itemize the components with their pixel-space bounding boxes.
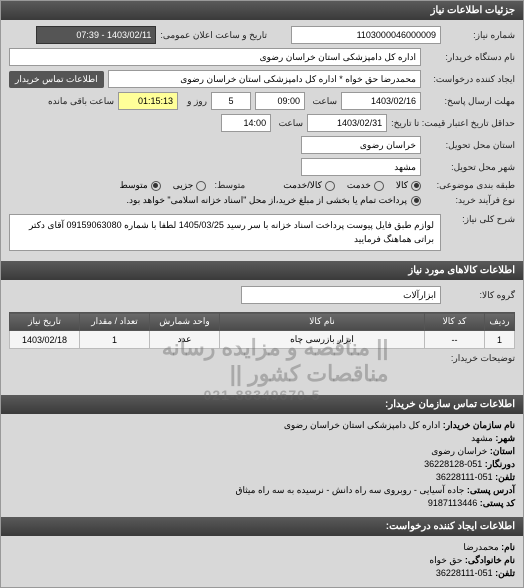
cell-unit: عدد (150, 331, 220, 349)
cell-row: 1 (485, 331, 515, 349)
validity-time-label: ساعت (275, 118, 303, 129)
cell-date: 1403/02/18 (10, 331, 80, 349)
announce-datetime-value: 1403/02/11 - 07:39 (36, 26, 156, 44)
process-text: پرداخت تمام یا بخشی از مبلغ خرید،از محل … (127, 195, 407, 206)
validity-date: 1403/02/31 (307, 114, 387, 132)
remaining-label: ساعت باقی مانده (48, 96, 114, 107)
contact-button[interactable]: اطلاعات تماس خریدار (9, 71, 104, 88)
goods-panel: گروه کالا: ابزارآلات ردیف کد کالا نام کا… (1, 280, 523, 395)
size-radio-group: جزیی متوسط (119, 180, 206, 191)
cell-name: ابزار بازرسی چاه (220, 331, 425, 349)
table-header-row: ردیف کد کالا نام کالا واحد شمارش تعداد /… (10, 313, 515, 331)
radio-kala-khedmat[interactable]: کالا/خدمت (283, 180, 335, 191)
requester-panel: نام: محمدرضا نام خانوادگی: حق خواه تلفن:… (1, 536, 523, 587)
buyer-province: استان: خراسان رضوی (9, 446, 515, 457)
group-value: ابزارآلات (241, 286, 441, 304)
deadline-time: 09:00 (255, 92, 305, 110)
table-row: 1 -- ابزار بازرسی چاه عدد 1 1403/02/18 (10, 331, 515, 349)
col-code: کد کالا (425, 313, 485, 331)
main-header: جزئیات اطلاعات نیاز (1, 1, 523, 20)
page-container: جزئیات اطلاعات نیاز شماره نیاز: 11030000… (0, 0, 524, 588)
need-number-value: 1103000046000009 (291, 26, 441, 44)
radio-size-medium[interactable]: متوسط (119, 180, 160, 191)
creator-label: ایجاد کننده درخواست: (425, 74, 515, 85)
radio-khedmat[interactable]: خدمت (347, 180, 384, 191)
requester-name: نام: محمدرضا (9, 542, 515, 553)
cell-qty: 1 (80, 331, 150, 349)
buyer-postal: کد پستی: 9187113446 (9, 498, 515, 509)
need-number-label: شماره نیاز: (445, 30, 515, 41)
subject-radio-group: کالا خدمت کالا/خدمت (283, 180, 421, 191)
city-label: شهر محل تحویل: (425, 162, 515, 173)
days-value: 5 (211, 92, 251, 110)
buyer-fax: دورنگار: 051-36228128 (9, 459, 515, 470)
requester-header: اطلاعات ایجاد کننده درخواست: (1, 517, 523, 536)
deadline-label: مهلت ارسال پاسخ: (425, 96, 515, 107)
city-value: مشهد (301, 158, 421, 176)
desc-value: لوازم طبق فایل پیوست پرداخت اسناد خزانه … (9, 214, 441, 251)
org-value: اداره کل دامپزشکی استان خراسان رضوی (9, 48, 421, 66)
goods-header: اطلاعات کالاهای مورد نیاز (1, 261, 523, 280)
size-label: متوسط: (210, 180, 245, 191)
buyer-header: اطلاعات تماس سازمان خریدار: (1, 395, 523, 414)
province-value: خراسان رضوی (301, 136, 421, 154)
cell-code: -- (425, 331, 485, 349)
deadline-date: 1403/02/16 (341, 92, 421, 110)
need-panel: شماره نیاز: 1103000046000009 تاریخ و ساع… (1, 20, 523, 261)
goods-table: ردیف کد کالا نام کالا واحد شمارش تعداد /… (9, 312, 515, 349)
notes-label: توضیحات خریدار: (445, 353, 515, 364)
days-label: روز و (182, 96, 207, 107)
group-label: گروه کالا: (445, 290, 515, 301)
requester-phone: تلفن: 051-36228111 (9, 568, 515, 579)
buyer-org: نام سازمان خریدار: اداره کل دامپزشکی است… (9, 420, 515, 431)
province-label: استان محل تحویل: (425, 140, 515, 151)
process-checkbox[interactable] (411, 196, 421, 206)
col-row: ردیف (485, 313, 515, 331)
org-label: نام دستگاه خریدار: (425, 52, 515, 63)
validity-time: 14:00 (221, 114, 271, 132)
radio-kala[interactable]: کالا (396, 180, 421, 191)
col-name: نام کالا (220, 313, 425, 331)
requester-lastname: نام خانوادگی: حق خواه (9, 555, 515, 566)
col-qty: تعداد / مقدار (80, 313, 150, 331)
announce-datetime-label: تاریخ و ساعت اعلان عمومی: (160, 30, 267, 41)
process-label: نوع فرآیند خرید: (425, 195, 515, 206)
deadline-time-label: ساعت (309, 96, 337, 107)
buyer-city: شهر: مشهد (9, 433, 515, 444)
radio-size-small[interactable]: جزیی (173, 180, 207, 191)
validity-label: حداقل تاریخ اعتبار قیمت: تا تاریخ: (391, 118, 515, 129)
col-unit: واحد شمارش (150, 313, 220, 331)
buyer-address: آدرس پستی: جاده آسیایی - روبروی سه راه د… (9, 485, 515, 496)
buyer-panel: نام سازمان خریدار: اداره کل دامپزشکی است… (1, 414, 523, 517)
buyer-phone: تلفن: 051-36228111 (9, 472, 515, 483)
creator-value: محمدرضا حق خواه * اداره کل دامپزشکی استا… (108, 70, 421, 88)
desc-label: شرح کلی نیاز: (445, 214, 515, 225)
col-date: تاریخ نیاز (10, 313, 80, 331)
remaining-time: 01:15:13 (118, 92, 178, 110)
subject-type-label: طبقه بندی موضوعی: (425, 180, 515, 191)
